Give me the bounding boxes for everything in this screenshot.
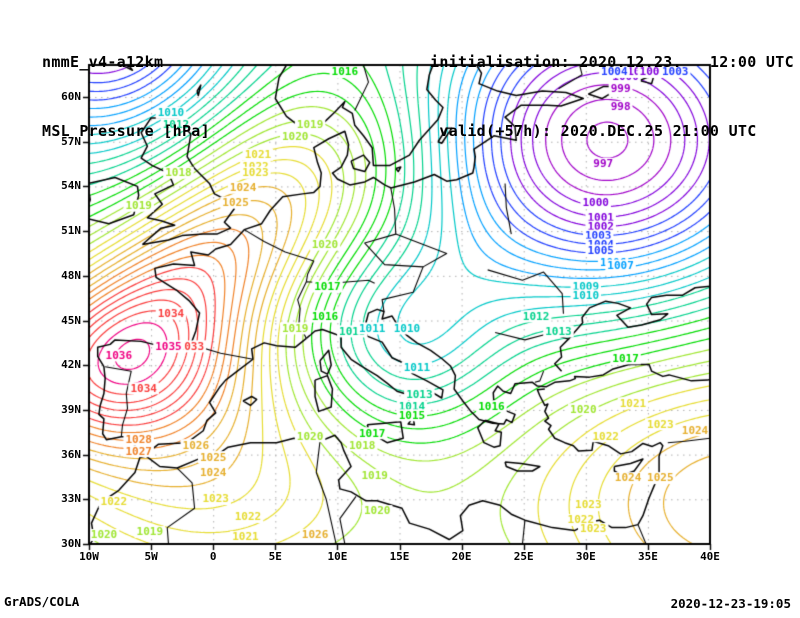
valid-time-text: valid(+57h): 2020.DEC.25 21:00 UTC: [430, 122, 757, 140]
x-axis-tick-label: 0: [209, 550, 217, 563]
y-axis-tick-label: 33N: [61, 492, 81, 506]
y-axis-tick-label: 36N: [61, 447, 81, 461]
x-axis-tick-label: 35E: [637, 550, 658, 563]
credit-text: GrADS/COLA: [4, 594, 80, 609]
x-axis-tick-label: 20E: [451, 550, 472, 563]
y-axis-tick-label: 30N: [61, 537, 81, 550]
model-title: nmmE_v4-a12km: [42, 53, 164, 71]
y-axis-tick-label: 57N: [61, 134, 81, 148]
field-title: MSL Pressure [hPa]: [42, 122, 210, 140]
header-right: initialisation: 2020.12.23. 12:00 UTC va…: [430, 5, 794, 189]
x-axis-tick-label: 15E: [389, 550, 410, 563]
y-axis-tick-label: 39N: [61, 402, 81, 416]
y-axis-tick-label: 42N: [61, 358, 81, 372]
header-left: nmmE_v4-a12km MSL Pressure [hPa]: [42, 5, 210, 189]
x-axis-tick-label: 25E: [513, 550, 534, 563]
init-time-text: initialisation: 2020.12.23. 12:00 UTC: [430, 53, 794, 71]
y-axis-tick-label: 48N: [61, 268, 81, 282]
x-axis-tick-label: 10W: [79, 550, 99, 563]
x-axis-tick-label: 5E: [268, 550, 282, 563]
x-axis-tick-label: 5W: [144, 550, 158, 563]
x-axis-tick-label: 30E: [575, 550, 596, 563]
y-axis-tick-label: 54N: [61, 179, 81, 193]
x-axis-tick-label: 40E: [700, 550, 720, 563]
y-axis-tick-label: 60N: [61, 90, 81, 104]
x-axis-tick-label: 10E: [327, 550, 348, 563]
render-timestamp: 2020-12-23-19:05: [670, 596, 791, 611]
y-axis-tick-label: 45N: [61, 313, 81, 327]
y-axis-tick-label: 51N: [61, 224, 81, 238]
